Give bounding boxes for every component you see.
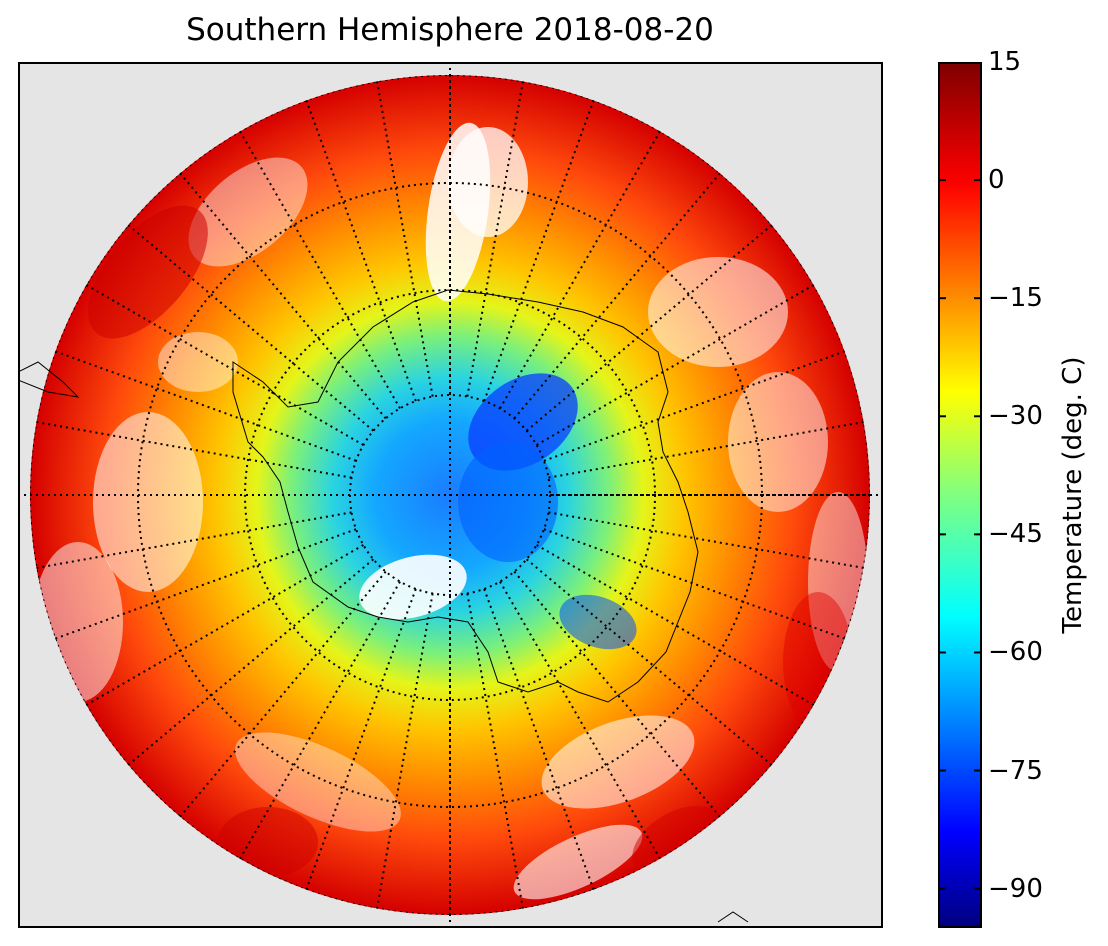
colorbar-tick-label: −90 (988, 873, 1043, 904)
chart-title: Southern Hemisphere 2018-08-20 (186, 12, 714, 48)
land-fragment (717, 911, 749, 923)
colorbar-tick-label: 0 (988, 165, 1005, 196)
meridians (18, 62, 883, 928)
colorbar-gradient (938, 62, 982, 928)
colorbar-label: Temperature (deg. C) (1058, 356, 1088, 634)
colorbar-tick-label: −60 (988, 637, 1043, 668)
colorbar (938, 62, 982, 928)
colorbar-tick-label: −75 (988, 755, 1043, 786)
colorbar-tick-label: −15 (988, 283, 1043, 314)
polar-map (18, 62, 883, 928)
land-fragment (18, 361, 80, 398)
map-frame (18, 62, 883, 928)
colorbar-tick-label: −30 (988, 401, 1043, 432)
antarctica-coastline (232, 289, 699, 703)
colorbar-tick-label: 15 (988, 47, 1022, 77)
colorbar-tick-label: −45 (988, 519, 1043, 550)
